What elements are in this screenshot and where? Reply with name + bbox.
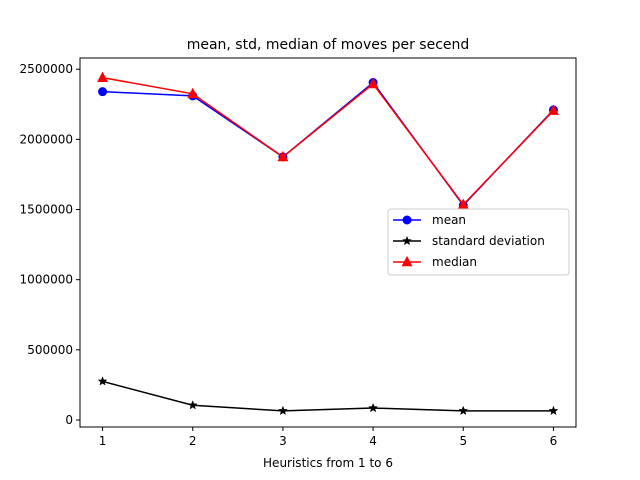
y-tick-label: 0 — [65, 413, 73, 427]
legend-box — [387, 208, 570, 276]
legend-item-standard-deviation: standard deviation — [393, 234, 545, 248]
x-tick-label: 3 — [279, 434, 287, 448]
legend-label: mean — [432, 213, 466, 227]
data-point-standard-deviation — [277, 405, 288, 416]
legend-marker — [402, 215, 412, 225]
data-series — [97, 71, 559, 416]
y-tick-label: 1000000 — [20, 273, 73, 287]
x-tick-label: 6 — [550, 434, 558, 448]
axis-ticks: 1 2 3 4 5 6 0 500000 1000000 1500000 2000000 250000… — [20, 62, 558, 448]
x-tick-label: 2 — [189, 434, 197, 448]
data-point-median — [548, 104, 559, 115]
y-tick-label: 2500000 — [20, 62, 73, 76]
data-point-mean — [98, 87, 108, 97]
data-point-standard-deviation — [458, 405, 469, 416]
legend: mean standard deviation median — [387, 208, 570, 276]
data-point-standard-deviation — [187, 400, 198, 410]
series-median — [97, 71, 559, 209]
legend-marker — [402, 235, 412, 246]
legend-item-median: median — [393, 255, 477, 269]
x-tick-label: 5 — [459, 434, 467, 448]
data-point-standard-deviation — [97, 376, 108, 386]
plot-frame — [79, 57, 577, 428]
data-point-median — [187, 87, 199, 99]
legend-item-mean: mean — [393, 213, 466, 227]
legend-label: standard deviation — [432, 234, 545, 248]
y-tick-label: 2000000 — [20, 132, 73, 146]
series-line-median — [102, 76, 554, 206]
x-tick-label: 4 — [369, 434, 377, 448]
legend-marker — [401, 255, 413, 267]
x-axis-label: Heuristics from 1 to 6 — [263, 456, 393, 470]
chart-title: mean, std, median of moves per secend — [187, 37, 470, 53]
series-standard-deviation — [97, 376, 559, 416]
y-tick-label: 1500000 — [20, 203, 73, 217]
x-tick-label: 1 — [99, 434, 107, 448]
data-point-standard-deviation — [548, 405, 559, 416]
legend-label: median — [432, 255, 477, 269]
data-point-median — [457, 198, 469, 209]
data-point-median — [277, 150, 289, 162]
data-point-median — [97, 71, 108, 82]
y-tick-label: 500000 — [27, 343, 73, 357]
data-point-standard-deviation — [368, 402, 379, 413]
data-point-median — [367, 77, 379, 89]
series-line-standard-deviation — [102, 380, 554, 412]
